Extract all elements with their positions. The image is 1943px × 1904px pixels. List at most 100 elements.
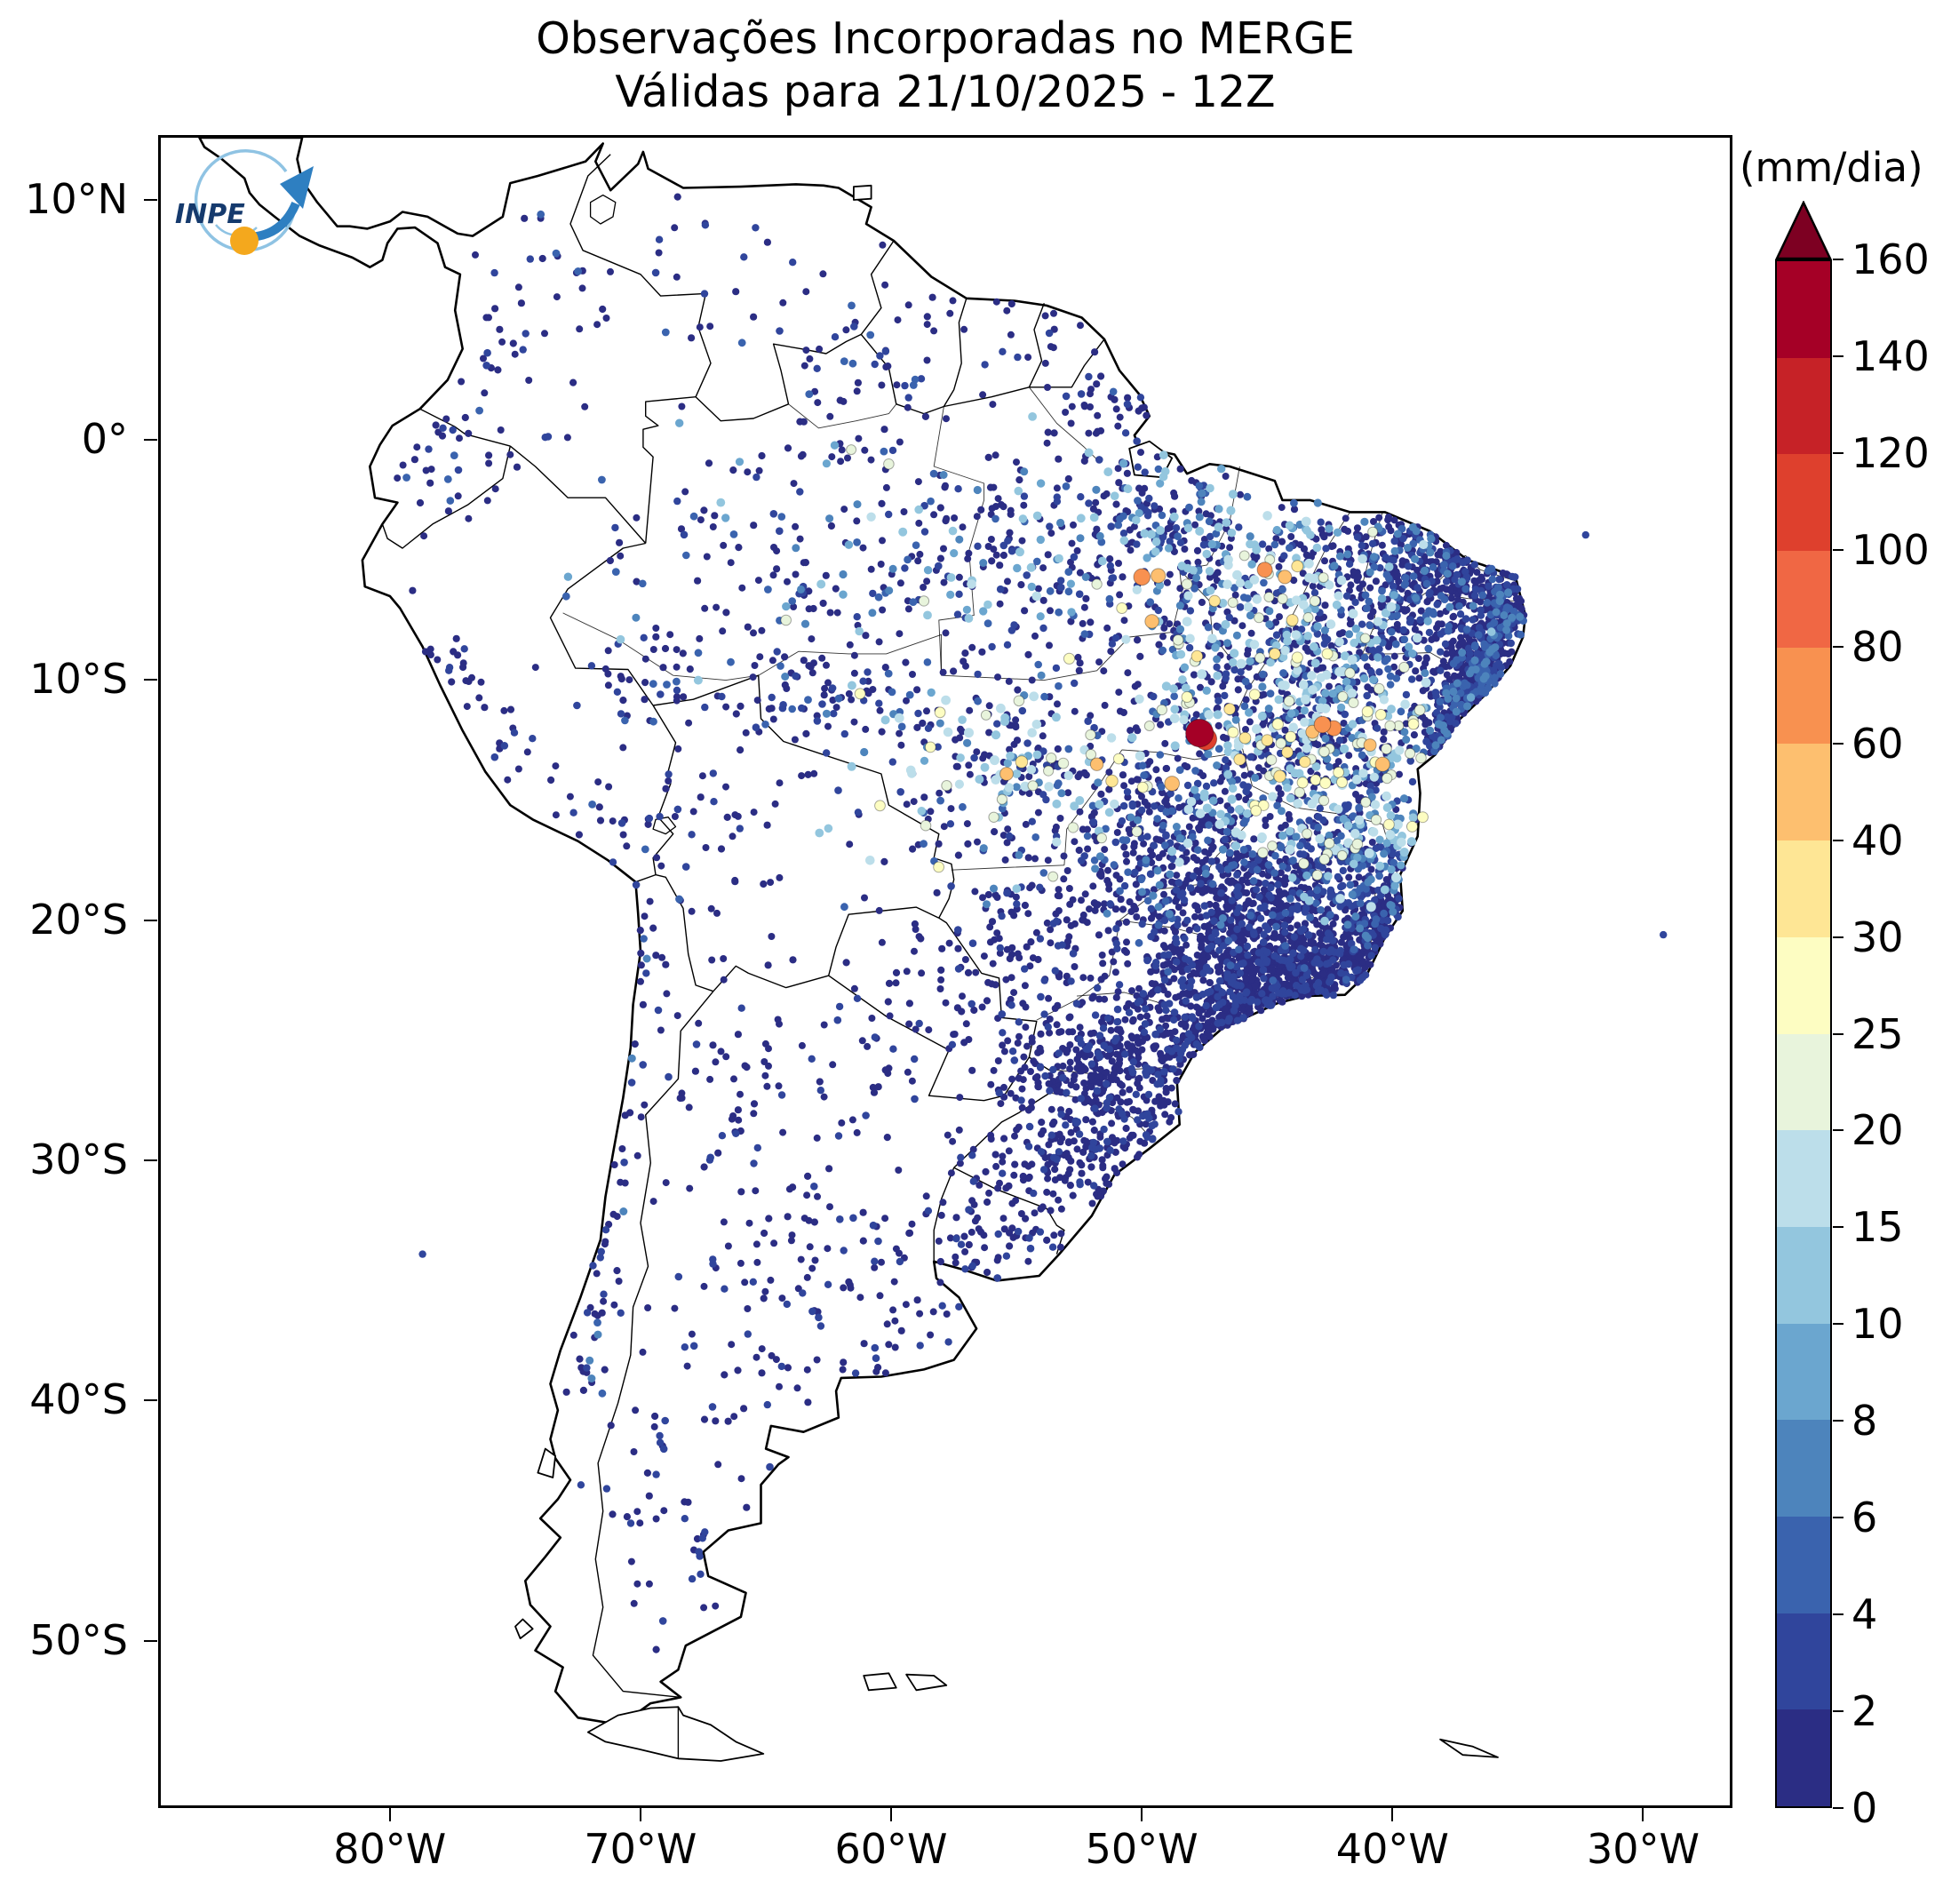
obs-point: [914, 709, 922, 718]
obs-point: [809, 604, 817, 613]
obs-point: [538, 254, 546, 263]
obs-point: [700, 1604, 708, 1612]
obs-point: [713, 909, 721, 917]
obs-point: [1060, 852, 1068, 860]
obs-point: [833, 609, 841, 617]
obs-point: [1086, 905, 1093, 913]
obs-point: [987, 1080, 995, 1088]
obs-point: [954, 944, 962, 952]
obs-point: [609, 1510, 617, 1518]
obs-point: [1079, 974, 1087, 982]
obs-point: [731, 811, 739, 819]
obs-point: [1101, 846, 1109, 854]
obs-point: [1329, 956, 1337, 964]
obs-point: [1281, 821, 1289, 829]
obs-point: [1399, 625, 1408, 634]
obs-point: [1310, 784, 1318, 792]
obs-point: [1093, 901, 1101, 910]
obs-point: [993, 929, 1001, 937]
obs-point: [864, 1042, 872, 1050]
obs-point: [1228, 877, 1236, 885]
obs-point: [904, 394, 912, 402]
obs-point: [972, 968, 980, 976]
obs-point: [1087, 618, 1095, 626]
obs-point: [1103, 1173, 1111, 1181]
obs-point: [914, 478, 922, 486]
obs-point: [1032, 928, 1040, 936]
obs-point: [1085, 429, 1093, 437]
obs-point: [1030, 1189, 1038, 1198]
obs-point: [1088, 1199, 1096, 1207]
obs-point: [1100, 667, 1108, 675]
obs-point: [728, 1341, 736, 1349]
obs-point: [882, 483, 890, 491]
obs-point: [604, 670, 612, 678]
obs-point: [1053, 1021, 1061, 1029]
obs-point: [888, 446, 897, 455]
obs-point: [1112, 925, 1120, 933]
obs-point: [979, 391, 987, 399]
obs-point: [880, 426, 888, 434]
obs-point: [709, 769, 717, 777]
obs-point: [951, 514, 959, 522]
obs-point: [826, 1203, 833, 1211]
obs-point: [1021, 965, 1029, 973]
obs-point: [1190, 671, 1198, 679]
obs-point: [954, 965, 963, 973]
obs-point: [821, 684, 829, 692]
obs-point: [1129, 848, 1137, 856]
chart-title: Observações Incorporadas no MERGE Válida…: [158, 12, 1732, 119]
obs-point: [991, 981, 999, 989]
obs-point: [1021, 607, 1029, 615]
obs-point: [802, 347, 810, 355]
obs-point: [758, 626, 766, 634]
obs-point: [1036, 1063, 1045, 1071]
obs-point: [1106, 900, 1114, 908]
obs-point: [1243, 889, 1251, 896]
obs-point: [1047, 607, 1054, 615]
obs-point: [985, 702, 993, 710]
obs-point: [688, 1574, 697, 1583]
obs-point: [1199, 1034, 1207, 1042]
obs-point: [900, 508, 908, 515]
obs-point: [893, 381, 901, 389]
obs-point: [1141, 468, 1149, 476]
obs-point: [961, 956, 969, 963]
obs-point: [1068, 402, 1076, 410]
obs-point: [1047, 1105, 1055, 1113]
obs-point: [1034, 809, 1042, 817]
obs-point: [1513, 585, 1522, 594]
obs-point: [1003, 839, 1011, 847]
obs-point: [1017, 1210, 1025, 1217]
obs-point: [943, 415, 950, 423]
obs-point: [1118, 817, 1127, 825]
obs-point: [1186, 1051, 1194, 1059]
obs-point: [792, 522, 800, 530]
obs-point: [927, 1331, 935, 1339]
obs-point: [617, 675, 625, 683]
obs-point: [722, 703, 730, 711]
obs-point: [1334, 872, 1342, 881]
obs-point: [1136, 652, 1144, 661]
obs-point: [824, 722, 832, 730]
obs-point: [1079, 619, 1087, 627]
obs-point: [1197, 880, 1205, 888]
obs-point: [656, 1431, 664, 1440]
obs-point: [1121, 1016, 1129, 1024]
obs-point: [643, 1469, 652, 1477]
obs-point: [776, 1382, 783, 1390]
obs-point: [923, 356, 931, 364]
obs-point: [1020, 1053, 1028, 1061]
obs-point: [1153, 453, 1161, 461]
obs-point: [779, 299, 787, 307]
obs-point: [1185, 926, 1193, 934]
obs-point: [1098, 1156, 1106, 1164]
obs-point: [909, 845, 917, 853]
obs-point: [961, 1265, 969, 1273]
obs-point: [781, 681, 789, 689]
obs-point: [1275, 897, 1283, 906]
obs-point: [1206, 978, 1214, 987]
obs-point: [1056, 1243, 1064, 1251]
obs-point: [1287, 533, 1295, 540]
obs-point: [566, 793, 574, 801]
